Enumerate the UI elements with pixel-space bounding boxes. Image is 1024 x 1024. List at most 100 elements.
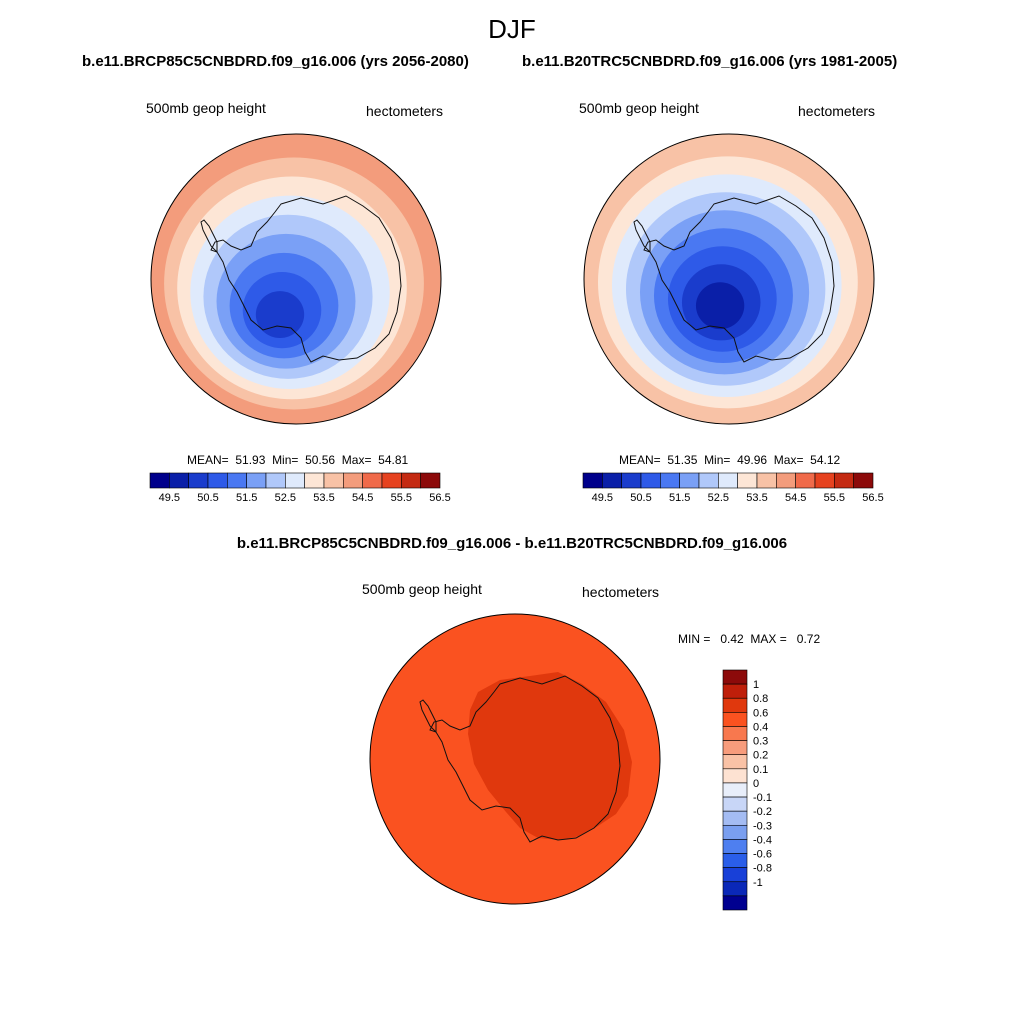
colorbar-tick-label: -0.2 (753, 806, 772, 818)
colorbar-swatch (722, 683, 748, 699)
colorbar-swatch (722, 867, 748, 883)
colorbar-tick-label: 53.5 (313, 492, 334, 504)
colorbar-tick-label: 50.5 (630, 492, 651, 504)
colorbar-tick-label: 0.2 (753, 750, 768, 762)
panel-left-title: b.e11.BRCP85C5CNBDRD.f09_g16.006 (yrs 20… (82, 53, 469, 70)
colorbar-swatch (722, 669, 748, 685)
colorbar-tick-label: 0.1 (753, 764, 768, 776)
antarctic-peninsula-coastline (200, 219, 218, 254)
colorbar-right: 49.5 50.5 51.5 52.5 53.5 54.5 55.5 56.5 (582, 472, 884, 504)
map-right-historical (583, 133, 875, 425)
contour-band (695, 282, 745, 330)
colorbar-tick-label: 0.3 (753, 736, 768, 748)
panel-right-variable-label: 500mb geop height (579, 100, 699, 116)
colorbar-tick-label: 54.5 (785, 492, 806, 504)
mean-value: 51.35 (667, 453, 698, 467)
antarctic-peninsula-coastline (419, 699, 437, 734)
contour-band (255, 291, 305, 338)
colorbar-swatch (722, 853, 748, 868)
colorbar-swatch (722, 782, 748, 798)
colorbar-swatch (853, 472, 874, 489)
antarctica-coastline (643, 195, 835, 363)
max-value: 54.12 (810, 453, 841, 467)
colorbar-swatch (718, 472, 738, 489)
colorbar-swatch (621, 472, 642, 489)
max-label: MAX = (750, 632, 787, 646)
difference-units-label: hectometers (582, 584, 660, 600)
colorbar-swatch (722, 740, 748, 756)
max-value: 0.72 (796, 632, 821, 646)
panel-left-variable-label: 500mb geop height (146, 100, 266, 116)
contour-fill (584, 134, 874, 424)
colorbar-swatch (304, 472, 325, 489)
colorbar-tick-label: 52.5 (275, 492, 296, 504)
contour-fill (151, 134, 441, 424)
colorbar-swatch (722, 824, 748, 840)
figure-title: DJF (488, 14, 536, 44)
min-label: MIN = (678, 632, 711, 646)
colorbar-swatch (679, 472, 700, 489)
panel-left-stats: MEAN= 51.93 Min= 50.56 Max= 54.81 (187, 453, 408, 467)
colorbar-tick-label: -0.8 (753, 863, 772, 875)
antarctic-peninsula-coastline (633, 219, 651, 254)
antarctica-coastline (210, 195, 402, 363)
colorbar-swatch (722, 768, 748, 784)
colorbar-swatch (722, 810, 748, 826)
colorbar-tick-label: 55.5 (391, 492, 412, 504)
colorbar-tick-label: 1 (753, 679, 759, 691)
inner-contour-band (468, 672, 632, 840)
colorbar-swatch (401, 472, 421, 489)
colorbar-swatch (602, 472, 622, 489)
panel-right-units-label: hectometers (798, 103, 876, 119)
antarctica-coastline (429, 675, 621, 843)
mean-value: 51.93 (235, 453, 266, 467)
difference-title: b.e11.BRCP85C5CNBDRD.f09_g16.006 - b.e11… (236, 535, 788, 552)
colorbar-tick-label: -0.6 (753, 849, 772, 861)
colorbar-tick-label: 0.8 (753, 693, 768, 705)
colorbar-swatch (285, 472, 305, 489)
mean-label: MEAN= (187, 453, 229, 467)
max-value: 54.81 (378, 453, 409, 467)
panel-left-units-label: hectometers (366, 103, 444, 119)
contour-fill (370, 614, 660, 904)
map-border (583, 133, 875, 425)
colorbar-tick-label: 50.5 (197, 492, 218, 504)
colorbar-swatch (582, 472, 603, 489)
colorbar-tick-label: 55.5 (824, 492, 845, 504)
colorbar-swatch (814, 472, 835, 489)
colorbar-swatch (343, 472, 363, 489)
colorbar-swatch (265, 472, 286, 489)
colorbar-tick-label: -0.3 (753, 820, 772, 832)
colorbar-tick-label: 54.5 (352, 492, 373, 504)
colorbar-swatch (420, 472, 441, 489)
colorbar-swatch (722, 754, 748, 770)
colorbar-swatch (756, 472, 777, 489)
min-value: 0.42 (720, 632, 744, 646)
colorbar-swatch (737, 472, 758, 489)
colorbar-tick-label: 56.5 (862, 492, 883, 504)
colorbar-tick-label: 0.4 (753, 721, 768, 733)
panel-right-title: b.e11.B20TRC5CNBDRD.f09_g16.006 (yrs 198… (522, 53, 898, 70)
colorbar-swatch (207, 472, 228, 489)
min-label: Min= (272, 453, 299, 467)
colorbar-tick-label: -1 (753, 877, 763, 889)
colorbar-tick-label: -0.1 (753, 792, 772, 804)
colorbar-swatch (722, 712, 748, 727)
colorbar-swatch (381, 472, 402, 489)
colorbar-swatch (188, 472, 209, 489)
colorbar-tick-label: 53.5 (746, 492, 767, 504)
colorbar-tick-label: 49.5 (592, 492, 613, 504)
max-label: Max= (341, 453, 372, 467)
colorbar-tick-label: 49.5 (159, 492, 180, 504)
panel-right-stats: MEAN= 51.35 Min= 49.96 Max= 54.12 (619, 453, 840, 467)
colorbar-tick-label: -0.4 (753, 834, 772, 846)
min-label: Min= (704, 453, 731, 467)
colorbar-swatch (227, 472, 247, 489)
colorbar-swatch (362, 472, 383, 489)
colorbar-swatch (698, 472, 719, 489)
colorbar-difference: 1 0.8 0.6 0.4 0.3 0.2 0.1 0 -0.1 -0.2 -0.3 -0.4 -0.6… (722, 669, 772, 911)
colorbar-swatch (169, 472, 189, 489)
colorbar-swatch (149, 472, 170, 489)
map-border (369, 613, 661, 905)
colorbar-swatch (834, 472, 854, 489)
